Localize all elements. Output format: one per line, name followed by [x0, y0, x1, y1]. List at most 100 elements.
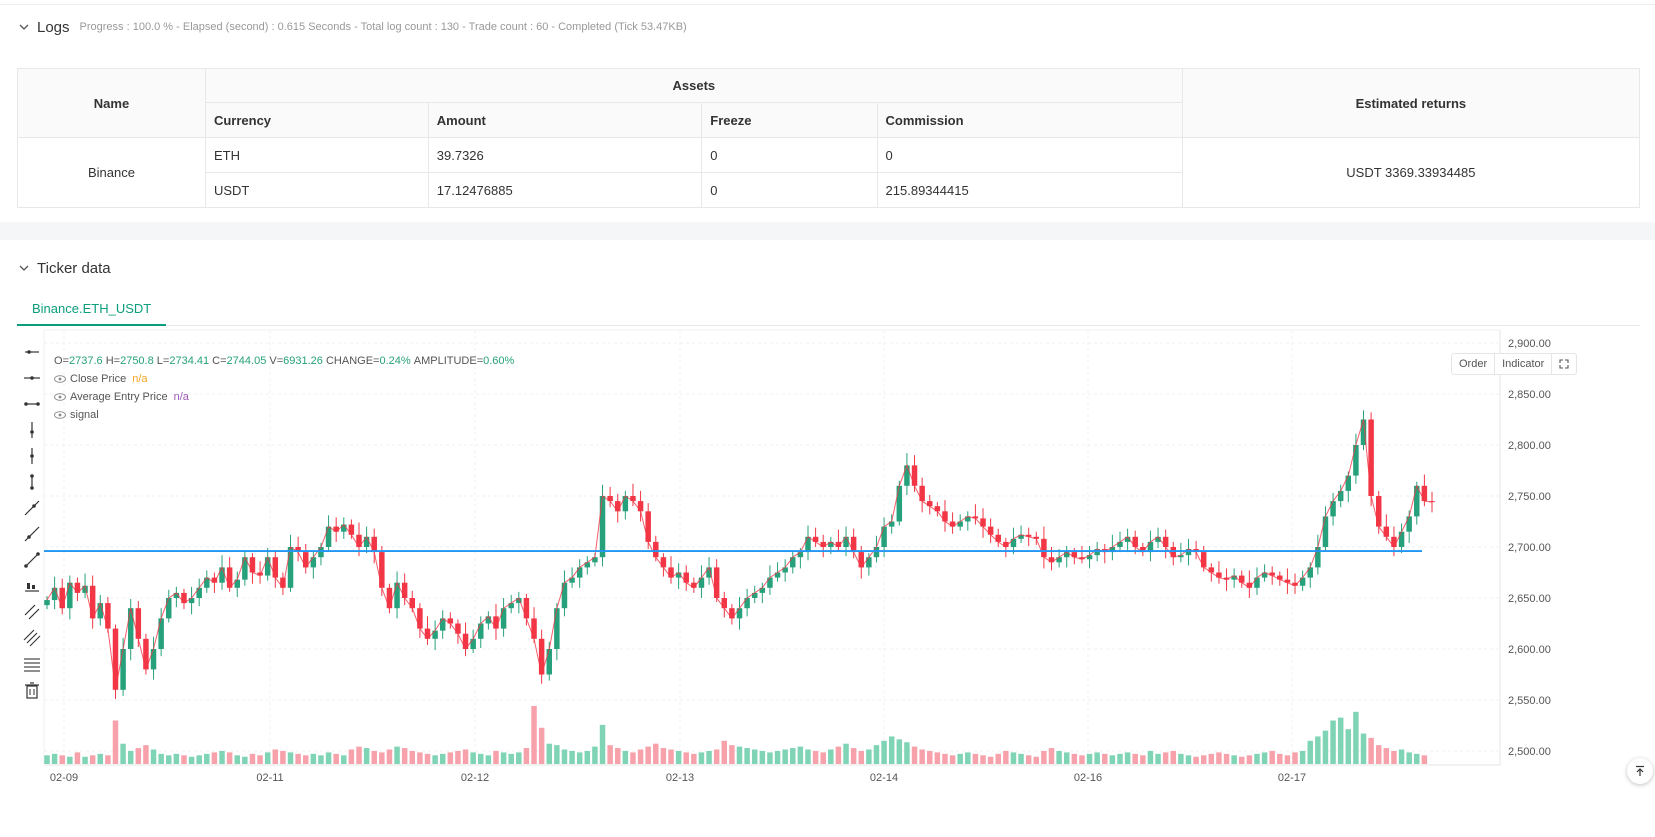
volume-bar	[242, 756, 248, 764]
ticker-tabbar: Binance.ETH_USDT	[17, 292, 1640, 326]
volume-bar	[211, 752, 218, 764]
indicator-button[interactable]: Indicator	[1495, 354, 1553, 374]
volume-bar	[1200, 755, 1207, 764]
multi-line-icon[interactable]	[23, 629, 41, 647]
candle-body	[386, 587, 393, 609]
candle-body	[1003, 541, 1009, 547]
volume-bar	[1063, 752, 1070, 764]
volume-bar	[774, 750, 781, 764]
candle-body	[188, 598, 195, 604]
low-label: L=	[156, 355, 170, 367]
volume-bar	[828, 749, 834, 764]
volume-bar	[379, 752, 385, 764]
horizontal-ray-icon[interactable]	[23, 343, 41, 361]
col-estimated-returns: Estimated returns	[1181, 68, 1641, 138]
ticker-header[interactable]: Ticker data	[17, 256, 121, 280]
candle-body	[622, 496, 629, 512]
col-amount: Amount	[427, 102, 703, 138]
cell-amount: 17.12476885	[427, 172, 703, 208]
volume-bar	[1162, 752, 1169, 764]
candle-body	[569, 577, 575, 583]
eye-icon[interactable]	[54, 375, 66, 383]
volume-bar	[348, 749, 355, 764]
volume-bar	[455, 750, 461, 764]
order-button[interactable]: Order	[1452, 354, 1496, 374]
volume-bar	[1292, 752, 1298, 764]
ray-line-icon[interactable]	[23, 525, 41, 543]
logs-header[interactable]: Logs Progress : 100.0 % - Elapsed (secon…	[17, 15, 687, 39]
volume-bar	[1231, 755, 1237, 764]
candle-body	[478, 623, 484, 639]
legend-average-entry-price[interactable]: Average Entry Price n/a	[54, 388, 514, 406]
volume-bar	[599, 724, 606, 764]
eye-icon[interactable]	[54, 393, 66, 401]
volume-bar	[508, 753, 514, 764]
volume-bar	[120, 743, 126, 764]
volume-bar	[759, 750, 766, 764]
chevron-down-icon[interactable]	[17, 261, 31, 275]
col-name: Name	[17, 68, 206, 138]
candle-body	[401, 582, 408, 598]
volume-bar	[74, 752, 81, 764]
candle-body	[135, 608, 142, 639]
segment-icon[interactable]	[23, 551, 41, 569]
trend-line-icon[interactable]	[23, 499, 41, 517]
candle-body	[242, 557, 248, 580]
legend-close-price[interactable]: Close Price n/a	[54, 370, 514, 388]
vertical-ray-icon[interactable]	[23, 421, 41, 439]
parallel-channel-icon[interactable]	[23, 603, 41, 621]
candle-body	[379, 552, 385, 588]
chevron-down-icon[interactable]	[17, 20, 31, 34]
volume-bar	[302, 755, 309, 764]
volume-bar	[204, 753, 210, 764]
volume-bar	[1398, 749, 1405, 764]
trash-icon[interactable]	[23, 681, 41, 699]
candle-body	[196, 587, 202, 598]
candle-body	[59, 587, 65, 609]
volume-bar	[257, 755, 263, 764]
col-currency: Currency	[204, 102, 429, 138]
fullscreen-button[interactable]	[1552, 354, 1576, 374]
candle-body	[302, 552, 309, 568]
candle-body	[919, 485, 925, 502]
tab-binance-eth-usdt[interactable]: Binance.ETH_USDT	[17, 292, 167, 326]
legend-signal[interactable]: signal	[54, 406, 514, 424]
candle-body	[1421, 485, 1428, 502]
candle-body	[584, 562, 591, 568]
vertical-segment-icon[interactable]	[23, 473, 41, 491]
candle-body	[774, 572, 781, 578]
volume-bar	[965, 752, 971, 764]
volume-bar	[356, 746, 362, 764]
scroll-to-top-button[interactable]	[1627, 758, 1653, 784]
volume-bar	[797, 746, 804, 764]
volume-bar	[1025, 755, 1032, 764]
candle-body	[325, 526, 332, 547]
volume-bar	[592, 746, 598, 764]
volume-bar	[417, 752, 423, 764]
volume-bar	[1375, 745, 1382, 764]
horizontal-line-icon[interactable]	[23, 369, 41, 387]
volume-bar	[995, 753, 1001, 764]
y-tick-label: 2,500.00	[1508, 746, 1551, 758]
volume-bar	[272, 749, 279, 764]
candle-body	[67, 582, 73, 609]
volume-bar	[1284, 755, 1291, 764]
volume-bar	[729, 745, 735, 764]
eye-icon[interactable]	[54, 411, 66, 419]
fibonacci-icon[interactable]	[23, 655, 41, 673]
candle-body	[264, 557, 271, 576]
candle-body	[127, 608, 134, 649]
volume-bar	[698, 752, 705, 764]
volume-bar	[439, 753, 446, 764]
price-range-icon[interactable]	[23, 577, 41, 595]
horizontal-segment-icon[interactable]	[23, 395, 41, 413]
ticker-title: Ticker data	[37, 259, 111, 277]
candle-body	[820, 541, 826, 547]
volume-bar	[820, 752, 826, 764]
candle-body	[1132, 536, 1138, 547]
amplitude-label: AMPLITUDE=	[413, 355, 484, 367]
vertical-line-icon[interactable]	[23, 447, 41, 465]
open-label: O=	[54, 355, 69, 367]
candle-body	[675, 572, 682, 578]
